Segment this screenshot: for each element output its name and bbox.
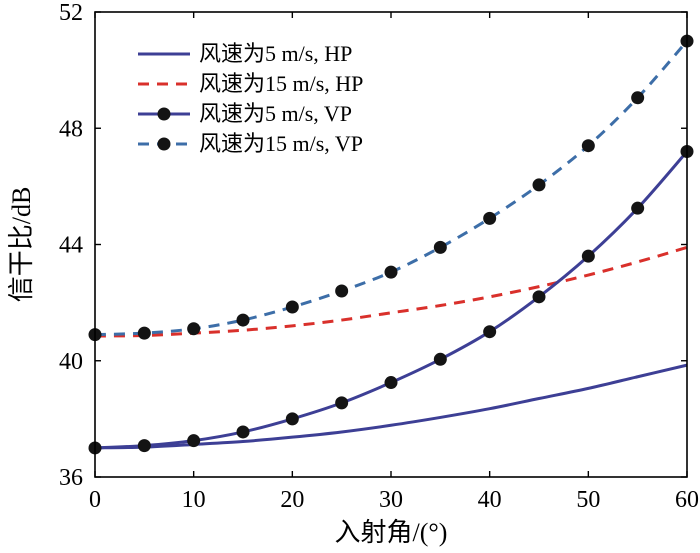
y-axis-label: 信干比/dB xyxy=(7,187,36,303)
y-tick-label: 44 xyxy=(59,233,83,259)
series-3-point xyxy=(631,201,645,215)
legend-label-2: 风速为15 m/s, HP xyxy=(199,71,363,96)
series-4-point xyxy=(631,91,645,105)
series-4-point xyxy=(433,240,447,254)
x-tick-label: 40 xyxy=(478,487,502,513)
axis-ticks: 0 10 20 30 40 50 60 36 40 44 48 52 xyxy=(59,0,699,513)
series-4-point xyxy=(483,211,497,225)
series-3-point xyxy=(236,425,250,439)
x-tick-label: 20 xyxy=(280,487,304,513)
x-tick-label: 50 xyxy=(576,487,600,513)
legend-marker-4 xyxy=(157,137,171,151)
legend-marker-3 xyxy=(157,107,171,121)
series-4-point xyxy=(137,326,151,340)
series-3-point xyxy=(187,434,201,448)
series-line-3 xyxy=(94,150,689,450)
series-3-point xyxy=(335,396,349,410)
legend-label-3: 风速为5 m/s, VP xyxy=(199,101,352,126)
series-4-point xyxy=(581,139,595,153)
legend-label-4: 风速为15 m/s, VP xyxy=(199,131,363,156)
y-tick-label: 40 xyxy=(59,349,83,375)
plot-series xyxy=(88,34,694,455)
series-4-point xyxy=(335,284,349,298)
y-tick-label: 48 xyxy=(59,116,83,142)
x-tick-label: 0 xyxy=(89,487,101,513)
x-tick-label: 10 xyxy=(182,487,206,513)
series-3-point xyxy=(384,376,398,390)
series-3-point xyxy=(532,290,546,304)
series-3-point xyxy=(285,412,299,426)
series-4-point xyxy=(187,322,201,336)
series-4-point xyxy=(285,300,299,314)
y-tick-label: 52 xyxy=(59,0,83,26)
series-4-point xyxy=(532,178,546,192)
series-line-2 xyxy=(94,245,688,338)
series-4-point xyxy=(384,265,398,279)
series-3-point xyxy=(137,439,151,453)
legend-label-1: 风速为5 m/s, HP xyxy=(199,41,352,66)
x-axis-label: 入射角/(°) xyxy=(335,518,448,547)
y-tick-label: 36 xyxy=(59,465,83,491)
series-3-point xyxy=(483,325,497,339)
series-4-point xyxy=(236,313,250,327)
series-3-point xyxy=(433,352,447,366)
x-tick-label: 30 xyxy=(379,487,403,513)
legend: 风速为5 m/s, HP 风速为15 m/s, HP 风速为5 m/s, VP 风速为… xyxy=(138,41,363,156)
series-3-point xyxy=(581,249,595,263)
plot-frame xyxy=(94,11,688,478)
x-tick-label: 60 xyxy=(675,487,699,513)
